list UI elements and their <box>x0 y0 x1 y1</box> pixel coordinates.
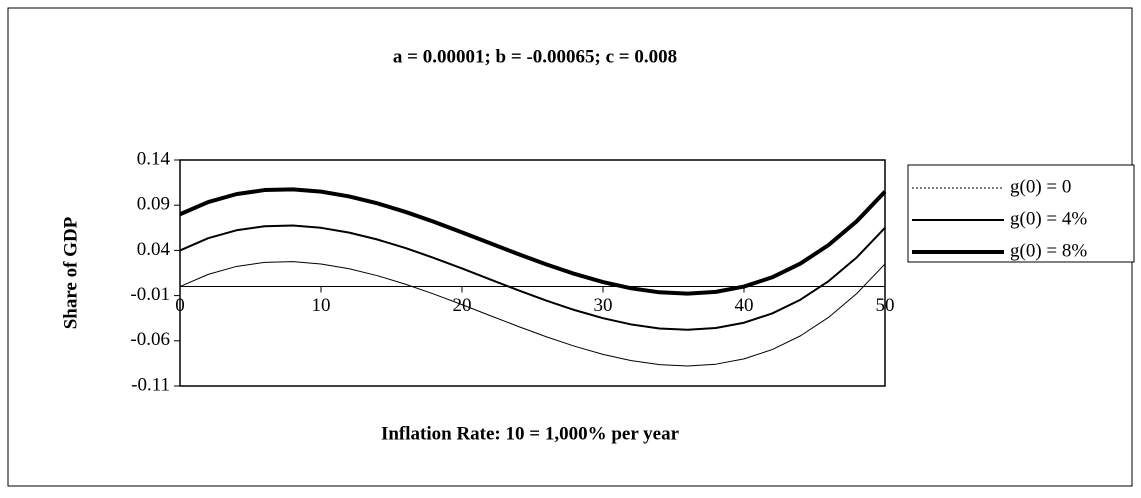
chart-title: a = 0.00001; b = -0.00065; c = 0.008 <box>393 46 677 67</box>
series-line <box>179 224 886 331</box>
y-tick-label: 0.09 <box>137 194 170 215</box>
x-tick-label: 30 <box>594 295 613 316</box>
series-line <box>179 261 886 367</box>
legend-label: g(0) = 0 <box>1010 176 1071 197</box>
x-tick-label: 0 <box>175 295 185 316</box>
x-tick-label: 50 <box>876 295 895 316</box>
y-tick-label: -0.01 <box>130 284 170 305</box>
series-line <box>179 187 887 296</box>
legend <box>907 164 1135 263</box>
legend-label: g(0) = 8% <box>1010 240 1087 261</box>
x-tick-label: 40 <box>735 295 754 316</box>
x-tick-label: 20 <box>453 295 472 316</box>
x-axis-label: Inflation Rate: 10 = 1,000% per year <box>381 423 680 444</box>
y-axis-label: Share of GDP <box>60 216 81 329</box>
y-tick-label: 0.04 <box>137 239 171 260</box>
y-tick-label: -0.06 <box>130 329 170 350</box>
y-tick-label: -0.11 <box>131 374 170 395</box>
legend-label: g(0) = 4% <box>1010 208 1087 229</box>
x-tick-label: 10 <box>312 295 331 316</box>
y-tick-label: 0.14 <box>137 148 171 169</box>
plot-area <box>179 159 886 387</box>
